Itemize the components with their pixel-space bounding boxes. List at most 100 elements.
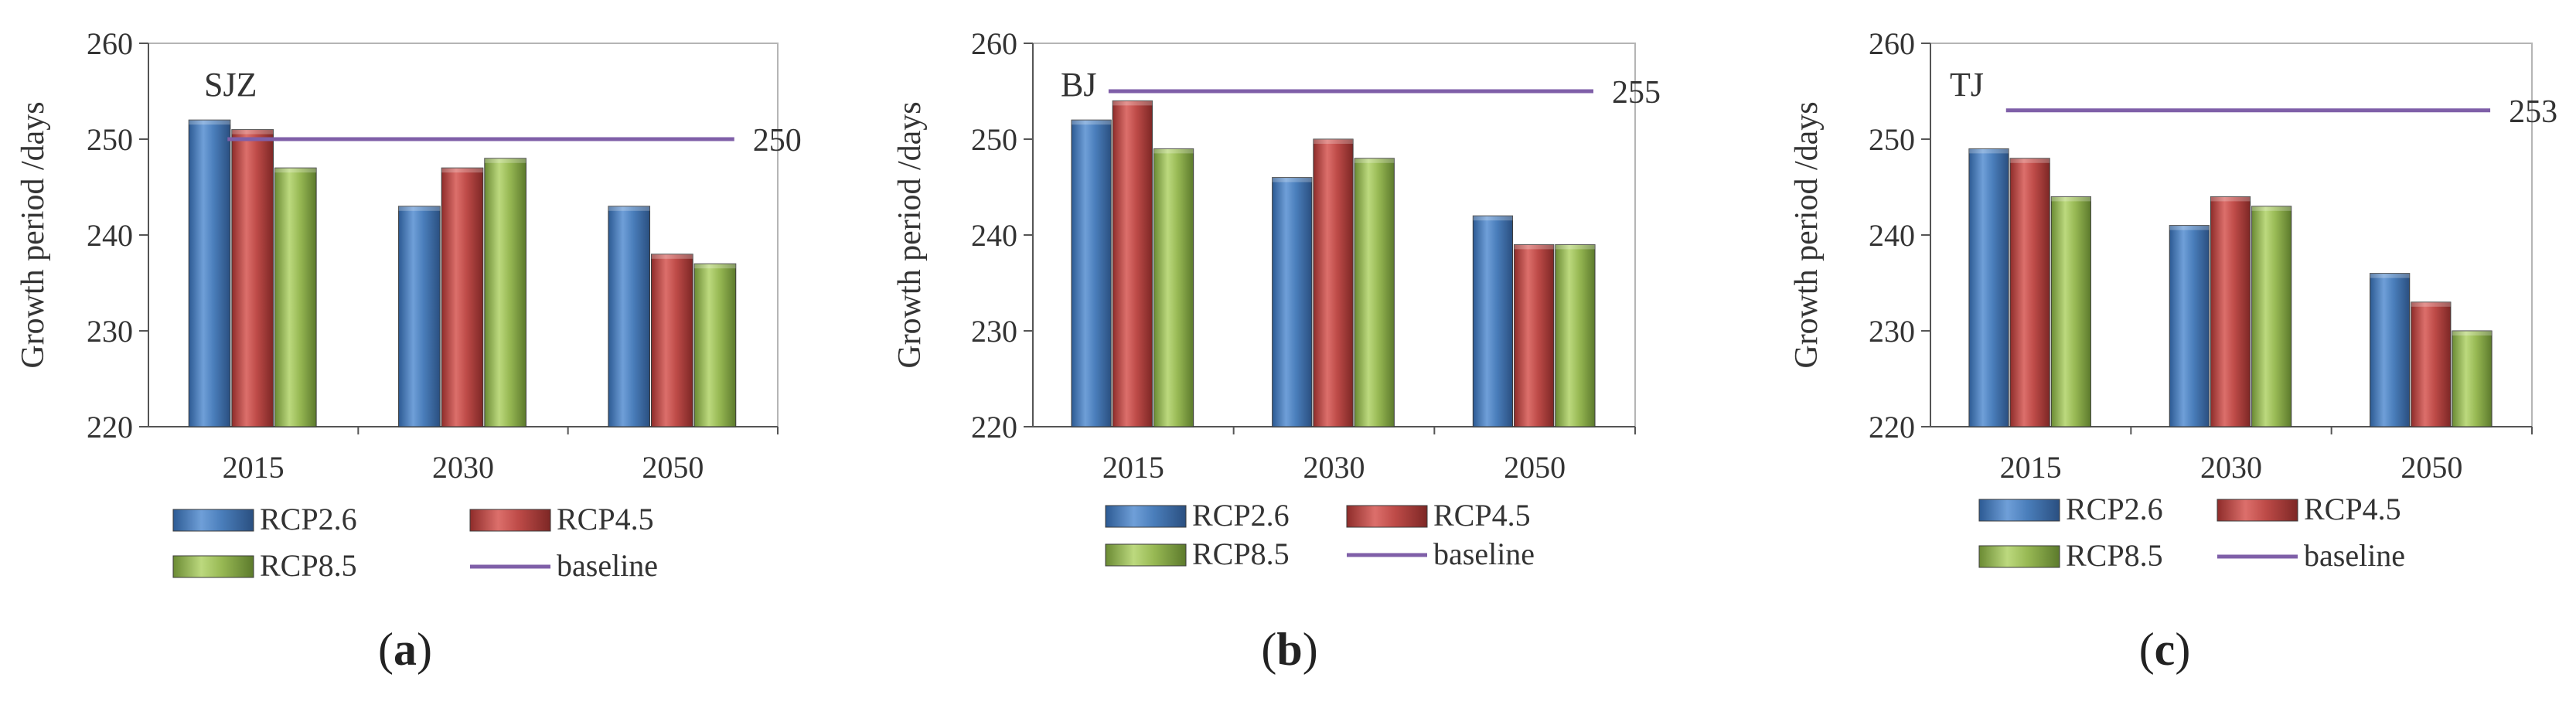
bar-rcp4.5-2030 (2210, 196, 2251, 427)
bar-highlight (1071, 120, 1112, 125)
y-tick-label: 230 (971, 314, 1017, 349)
legend-swatch-rcp2.6 (1978, 499, 2060, 522)
bar-highlight (441, 168, 483, 173)
legend-label: RCP4.5 (557, 502, 654, 536)
bar-rcp2.6-2030 (1272, 177, 1313, 427)
x-tick-label: 2030 (432, 450, 494, 485)
legend-label: baseline (1433, 536, 1535, 571)
bar-highlight (694, 264, 736, 269)
y-tick-label: 260 (87, 26, 133, 61)
legend-swatch-rcp2.6 (172, 509, 254, 532)
caption-letter: b (1276, 624, 1302, 675)
legend: RCP2.6 RCP4.5 RCP8.5 baseline (1978, 492, 2405, 573)
bar-rcp4.5-2015 (2009, 158, 2050, 427)
chart-panel-b: 220 230 240 250 260 Growth period /days 2015 20… (892, 26, 1661, 675)
bar-highlight (1555, 244, 1596, 250)
legend-swatch-rcp4.5 (2217, 499, 2298, 522)
caption-open: ( (378, 624, 394, 675)
legend-label: baseline (2304, 538, 2405, 573)
bar-rcp8.5-2030 (1354, 158, 1395, 427)
legend-label: RCP4.5 (1433, 498, 1531, 533)
bar-rcp8.5-2015 (1153, 148, 1194, 427)
y-tick-label: 220 (971, 410, 1017, 444)
caption-letter: c (2155, 624, 2176, 675)
bar-rcp8.5-2030 (484, 158, 526, 427)
bar-rcp8.5-2050 (2452, 330, 2493, 427)
x-tick-label: 2030 (1303, 450, 1365, 485)
legend: RCP2.6 RCP4.5 RCP8.5 baseline (1105, 498, 1535, 571)
bar-highlight (189, 120, 230, 125)
y-tick-label: 250 (87, 122, 133, 157)
legend-label: RCP2.6 (260, 502, 357, 536)
bar-highlight (1113, 100, 1153, 106)
y-tick-label: 250 (971, 122, 1017, 157)
bar-highlight (651, 254, 693, 259)
y-tick-label: 220 (87, 410, 133, 444)
bar-highlight (2411, 301, 2451, 307)
bar-rcp8.5-2015 (274, 167, 317, 427)
bar-rcp4.5-2050 (1514, 244, 1555, 427)
bar-rcp2.6-2030 (398, 206, 441, 427)
bar-highlight (2452, 331, 2493, 335)
y-tick-label: 230 (1869, 314, 1915, 349)
bar-rcp4.5-2030 (441, 167, 484, 427)
bar-highlight (484, 158, 526, 163)
caption-close: ) (1303, 624, 1318, 675)
legend-label: RCP2.6 (2066, 492, 2163, 526)
bar-rcp8.5-2030 (2251, 206, 2292, 427)
bar-rcp2.6-2030 (2169, 225, 2210, 427)
panel-caption: (a) (378, 624, 432, 675)
bar-rcp8.5-2050 (1555, 244, 1596, 427)
bar-highlight (2210, 196, 2251, 202)
chart-panel-c: 220 230 240 250 260 Growth period /days 2015 20… (1789, 26, 2557, 675)
bar-rcp2.6-2050 (2370, 273, 2411, 427)
y-tick-label: 240 (87, 218, 133, 253)
bar-rcp4.5-2050 (651, 254, 693, 427)
bar-highlight (1313, 139, 1354, 144)
legend-label: RCP2.6 (1192, 498, 1290, 533)
bar-highlight (1968, 148, 2009, 154)
x-tick-label: 2015 (2000, 450, 2062, 485)
y-tick-label: 260 (1869, 26, 1915, 61)
panel-caption: (b) (1261, 624, 1317, 675)
legend-label: baseline (557, 548, 658, 583)
legend-swatch-rcp4.5 (469, 509, 551, 532)
bar-rcp2.6-2015 (188, 119, 231, 427)
baseline-value-label: 253 (2509, 94, 2557, 130)
bar-highlight (1272, 177, 1312, 182)
x-tick-label: 2030 (2200, 450, 2262, 485)
bar-rcp8.5-2015 (2050, 196, 2091, 427)
bar-highlight (231, 129, 274, 135)
baseline-value-label: 255 (1612, 75, 1661, 111)
legend-label: RCP8.5 (260, 548, 357, 583)
bar-highlight (2010, 158, 2050, 163)
y-tick-label: 220 (1869, 410, 1915, 444)
caption-open: ( (1261, 624, 1276, 675)
legend-swatch-rcp4.5 (1346, 505, 1428, 528)
legend-label: RCP4.5 (2304, 492, 2401, 526)
x-tick-label: 2050 (642, 450, 704, 485)
chart-panel-a: 220 230 240 250 260 Growth period /days 2015 20… (15, 26, 802, 675)
bar-rcp8.5-2050 (693, 263, 737, 427)
y-axis-label: Growth period /days (1789, 101, 1825, 368)
chart-title: BJ (1061, 66, 1096, 104)
bar-rcp2.6-2015 (1968, 148, 2009, 427)
bar-highlight (1354, 158, 1395, 163)
y-tick-label: 230 (87, 314, 133, 349)
caption-open: ( (2139, 624, 2155, 675)
bar-highlight (274, 168, 317, 173)
bar-rcp2.6-2050 (1472, 215, 1514, 427)
x-tick-label: 2015 (223, 450, 285, 485)
bar-highlight (2169, 225, 2210, 230)
caption-close: ) (2175, 624, 2190, 675)
bar-highlight (608, 206, 650, 211)
y-tick-label: 250 (1869, 122, 1915, 157)
bar-rcp4.5-2015 (1112, 100, 1153, 427)
x-tick-label: 2050 (2401, 450, 2462, 485)
x-tick-label: 2015 (1102, 450, 1164, 485)
baseline-value-label: 250 (753, 123, 802, 158)
y-tick-label: 240 (1869, 218, 1915, 253)
legend-swatch-rcp2.6 (1105, 505, 1187, 528)
legend-swatch-rcp8.5 (172, 555, 254, 578)
